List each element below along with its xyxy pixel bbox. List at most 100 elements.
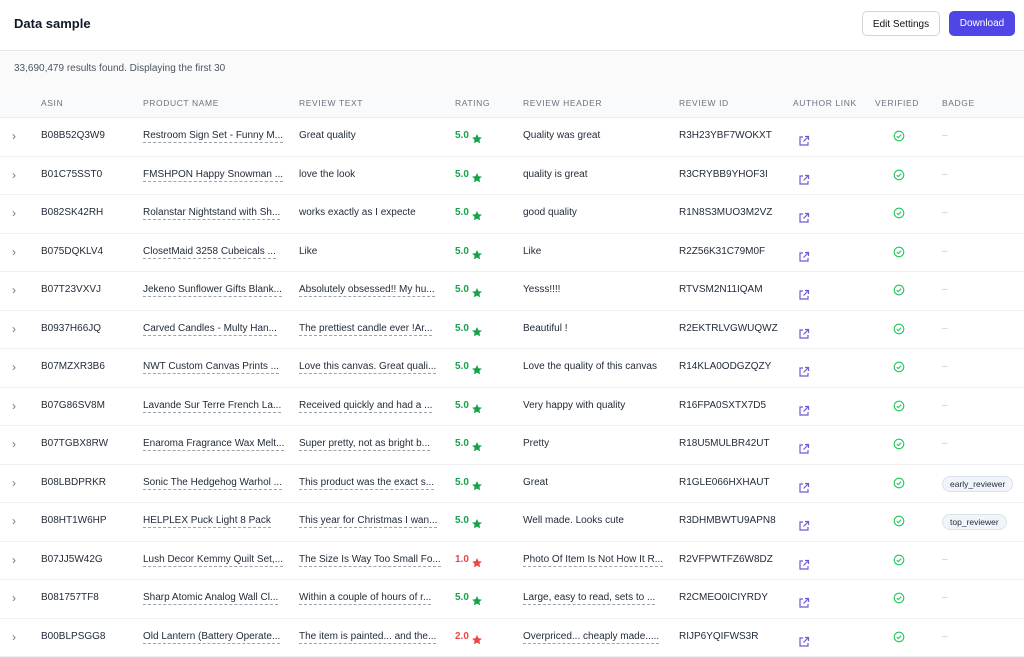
rating-star xyxy=(471,363,481,375)
verified-icon-svg xyxy=(893,400,905,412)
product-name: NWT Custom Canvas Prints ... xyxy=(143,361,279,374)
asin: B01C75SST0 xyxy=(41,169,102,180)
review-id: R2Z56K31C79M0F xyxy=(679,246,765,257)
review-id: R16FPA0SXTX7D5 xyxy=(679,400,766,411)
author-link-icon[interactable] xyxy=(798,519,810,531)
review-header: Pretty xyxy=(523,438,549,449)
verified-icon-svg xyxy=(893,169,905,181)
product-name: Lush Decor Kemmy Quilt Set,... xyxy=(143,554,283,567)
edit-settings-button[interactable]: Edit Settings xyxy=(862,11,940,36)
rating: 5.0 xyxy=(455,592,469,603)
rating-star xyxy=(471,479,481,491)
review-header: Well made. Looks cute xyxy=(523,515,624,526)
verified-icon-svg xyxy=(893,246,905,258)
author-link-icon[interactable] xyxy=(798,173,810,185)
author-link-icon-svg xyxy=(798,482,810,494)
author-link-icon[interactable] xyxy=(798,250,810,262)
product-name: Sonic The Hedgehog Warhol ... xyxy=(143,477,282,490)
author-link-icon[interactable] xyxy=(798,596,810,608)
rating-star-svg xyxy=(471,133,483,145)
rating-star-svg xyxy=(471,172,483,184)
author-link-icon[interactable] xyxy=(798,288,810,300)
author-link-icon-svg xyxy=(798,251,810,263)
page-title: Data sample xyxy=(14,16,91,31)
author-link-icon[interactable] xyxy=(798,635,810,647)
review-text: Received quickly and had a ... xyxy=(299,400,432,413)
rating: 5.0 xyxy=(455,323,469,334)
review-id: R3DHMBWTU9APN8 xyxy=(679,515,776,526)
expand-chevron: › xyxy=(12,553,16,567)
review-text: This year for Christmas I wan... xyxy=(299,515,437,528)
verified-icon xyxy=(893,206,905,218)
asin: B08HT1W6HP xyxy=(41,515,107,526)
verified-icon xyxy=(893,360,905,372)
rating-star-svg xyxy=(471,480,483,492)
expand-chevron: › xyxy=(12,591,16,605)
badge: top_reviewer xyxy=(942,514,1007,530)
expand-chevron: › xyxy=(12,283,16,297)
rating-star-svg xyxy=(471,210,483,222)
review-id: R2CMEO0ICIYRDY xyxy=(679,592,768,603)
verified-icon xyxy=(893,437,905,449)
author-link-icon[interactable] xyxy=(798,558,810,570)
author-link-icon-svg xyxy=(798,174,810,186)
badge: – xyxy=(942,284,948,295)
author-link-icon[interactable] xyxy=(798,481,810,493)
review-id: R2EKTRLVGWUQWZ xyxy=(679,323,778,334)
column-header: AUTHOR LINK xyxy=(793,98,857,108)
rating-star xyxy=(471,633,481,645)
author-link-icon[interactable] xyxy=(798,442,810,454)
author-link-icon-svg xyxy=(798,559,810,571)
column-header: RATING xyxy=(455,98,490,108)
rating-star-svg xyxy=(471,403,483,415)
product-name: Old Lantern (Battery Operate... xyxy=(143,631,280,644)
review-id: R1N8S3MUO3M2VZ xyxy=(679,207,772,218)
verified-icon xyxy=(893,476,905,488)
rating: 5.0 xyxy=(455,246,469,257)
product-name: Sharp Atomic Analog Wall Cl... xyxy=(143,592,278,605)
rating-star-svg xyxy=(471,287,483,299)
expand-chevron: › xyxy=(12,514,16,528)
author-link-icon[interactable] xyxy=(798,327,810,339)
badge: – xyxy=(942,592,948,603)
badge: – xyxy=(942,130,948,141)
review-header: Great xyxy=(523,477,548,488)
rating-star-svg xyxy=(471,249,483,261)
column-header: BADGE xyxy=(942,98,975,108)
author-link-icon[interactable] xyxy=(798,134,810,146)
review-text: This product was the exact s... xyxy=(299,477,434,490)
asin: B0937H66JQ xyxy=(41,323,101,334)
badge: – xyxy=(942,207,948,218)
expand-chevron: › xyxy=(12,630,16,644)
rating-star-svg xyxy=(471,595,483,607)
review-id: R1GLE066HXHAUT xyxy=(679,477,770,488)
product-name: Carved Candles - Multy Han... xyxy=(143,323,277,336)
expand-chevron: › xyxy=(12,206,16,220)
author-link-icon-svg xyxy=(798,636,810,648)
badge: – xyxy=(942,438,948,449)
author-link-icon[interactable] xyxy=(798,365,810,377)
rating-star-svg xyxy=(471,557,483,569)
verified-icon-svg xyxy=(893,515,905,527)
rating-star xyxy=(471,132,481,144)
author-link-icon[interactable] xyxy=(798,404,810,416)
rating-star xyxy=(471,209,481,221)
product-name: Rolanstar Nightstand with Sh... xyxy=(143,207,280,220)
rating-star-svg xyxy=(471,364,483,376)
rating: 5.0 xyxy=(455,400,469,411)
rating-star-svg xyxy=(471,441,483,453)
review-header: Large, easy to read, sets to ... xyxy=(523,592,655,605)
review-header: Overpriced... cheaply made..... xyxy=(523,631,659,644)
download-button[interactable]: Download xyxy=(949,11,1015,36)
asin: B07T23VXVJ xyxy=(41,284,101,295)
author-link-icon[interactable] xyxy=(798,211,810,223)
badge: – xyxy=(942,554,948,565)
review-header: Love the quality of this canvas xyxy=(523,361,657,372)
review-text: Love this canvas. Great quali... xyxy=(299,361,436,374)
rating-star xyxy=(471,517,481,529)
review-text: The prettiest candle ever !Ar... xyxy=(299,323,432,336)
rating-star xyxy=(471,248,481,260)
product-name: Enaroma Fragrance Wax Melt... xyxy=(143,438,284,451)
expand-chevron: › xyxy=(12,437,16,451)
